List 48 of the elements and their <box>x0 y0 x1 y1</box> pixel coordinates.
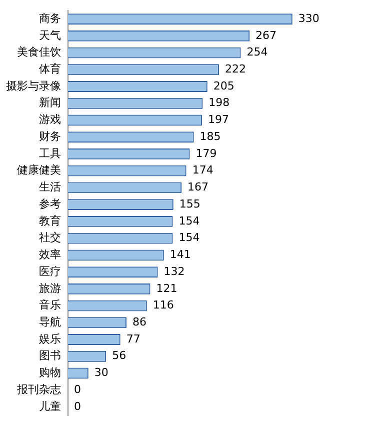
y-tick-label: 天气 <box>39 28 61 42</box>
y-tick-label: 商务 <box>39 12 61 25</box>
y-tick-label: 财务 <box>39 130 61 143</box>
y-tick-label: 儿童 <box>39 400 61 413</box>
data-label: 222 <box>224 62 246 76</box>
data-label: 30 <box>94 366 108 380</box>
y-tick-label: 新闻 <box>39 96 61 110</box>
data-label: 86 <box>132 315 146 328</box>
y-tick-label: 教育 <box>39 214 61 228</box>
y-tick-label: 美食佳饮 <box>17 46 61 59</box>
y-tick-label: 摄影与录像 <box>6 79 61 92</box>
y-tick-label: 音乐 <box>39 298 61 312</box>
y-tick-label: 工具 <box>39 146 61 160</box>
data-label: 179 <box>196 146 217 160</box>
y-tick-label: 报刊杂志 <box>16 382 61 396</box>
data-label: 155 <box>179 197 200 210</box>
data-label: 185 <box>200 130 221 143</box>
y-tick-label: 体育 <box>39 62 61 76</box>
data-label: 167 <box>188 180 209 194</box>
y-tick-label: 社交 <box>39 231 61 244</box>
data-label: 0 <box>74 382 81 396</box>
data-label: 0 <box>74 400 81 413</box>
data-label: 197 <box>208 113 229 126</box>
y-tick-label: 图书 <box>39 349 61 362</box>
data-label: 154 <box>178 231 200 244</box>
data-label: 116 <box>152 298 174 312</box>
y-tick-label: 旅游 <box>39 282 61 295</box>
data-label: 56 <box>112 349 126 362</box>
y-tick-label: 效率 <box>39 248 61 262</box>
data-label: 267 <box>256 28 277 42</box>
data-label: 174 <box>192 164 214 177</box>
data-label: 132 <box>164 264 185 278</box>
data-label: 254 <box>246 46 268 59</box>
y-tick-label: 健康健美 <box>17 164 61 177</box>
data-label: 121 <box>156 282 178 295</box>
y-tick-label: 导航 <box>39 315 61 328</box>
data-label: 198 <box>208 96 230 110</box>
data-label: 141 <box>170 248 191 262</box>
y-tick-label: 医疗 <box>39 264 61 278</box>
y-tick-label: 娱乐 <box>39 332 61 346</box>
y-tick-label: 游戏 <box>39 113 61 126</box>
data-label: 205 <box>213 79 234 92</box>
y-tick-label: 参考 <box>39 197 61 210</box>
data-label: 330 <box>298 12 320 25</box>
y-tick-label: 购物 <box>39 366 61 380</box>
y-tick-label: 生活 <box>39 180 61 194</box>
data-label: 77 <box>126 332 140 346</box>
data-label: 154 <box>178 214 200 228</box>
